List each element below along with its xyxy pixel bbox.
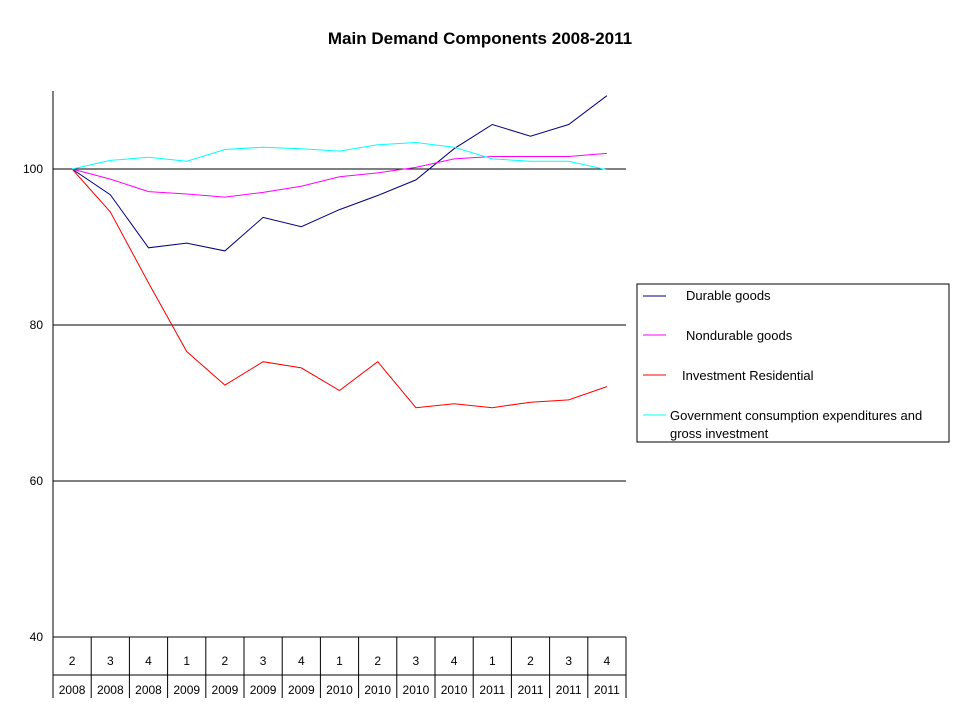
- x-tick-quarter: 3: [260, 654, 267, 668]
- x-tick-year: 2010: [441, 683, 468, 697]
- x-tick-year: 2011: [518, 683, 544, 697]
- x-tick-year: 2010: [364, 683, 391, 697]
- y-tick-label: 80: [30, 318, 44, 332]
- x-tick-year: 2009: [173, 683, 200, 697]
- series-line-1: [71, 95, 608, 252]
- x-tick-year: 2009: [250, 683, 277, 697]
- x-tick-quarter: 1: [336, 654, 343, 668]
- x-tick-year: 2010: [326, 683, 353, 697]
- x-tick-year: 2008: [59, 683, 86, 697]
- x-tick-quarter: 1: [489, 654, 496, 668]
- legend-label: Nondurable goods: [686, 328, 793, 343]
- series-line-3: [71, 168, 608, 409]
- x-tick-quarter: 2: [527, 654, 534, 668]
- x-tick-year: 2008: [97, 683, 124, 697]
- legend-label: Government consumption expenditures and g…: [670, 408, 922, 441]
- legend-label: Investment Residential: [682, 368, 814, 383]
- x-tick-year: 2011: [479, 683, 505, 697]
- x-tick-year: 2010: [403, 683, 430, 697]
- x-tick-year: 2008: [135, 683, 162, 697]
- gridlines: [53, 168, 626, 482]
- x-tick-quarter: 3: [565, 654, 572, 668]
- y-tick-label: 60: [30, 474, 44, 488]
- x-tick-year: 2011: [594, 683, 620, 697]
- x-tick-quarter: 1: [183, 654, 190, 668]
- x-tick-quarter: 4: [145, 654, 152, 668]
- x-tick-quarter: 2: [222, 654, 229, 668]
- x-tick-year: 2009: [212, 683, 239, 697]
- x-tick-year: 2009: [288, 683, 315, 697]
- chart-title: Main Demand Components 2008-2011: [328, 29, 632, 48]
- y-tick-label: 100: [23, 162, 43, 176]
- x-tick-quarter: 2: [69, 654, 76, 668]
- x-tick-quarter: 4: [451, 654, 458, 668]
- y-tick-label: 40: [30, 630, 44, 644]
- series-line-2: [71, 152, 607, 198]
- legend-label: Durable goods: [686, 288, 771, 303]
- series-lines: [71, 95, 608, 409]
- x-tick-year: 2011: [556, 683, 582, 697]
- legend: Durable goods Nondurable goods Investment …: [636, 283, 950, 443]
- x-tick-quarter: 2: [374, 654, 381, 668]
- series-line-4: [71, 141, 608, 171]
- axes: 40 60 80 100 2 2008 3 2008 4 2008 1 2009 2 2009 3 2009 4…: [23, 91, 627, 698]
- legend-box: [636, 283, 950, 443]
- x-tick-quarter: 4: [604, 654, 611, 668]
- x-tick-quarter: 4: [298, 654, 305, 668]
- x-tick-quarter: 3: [107, 654, 114, 668]
- x-tick-quarter: 3: [413, 654, 420, 668]
